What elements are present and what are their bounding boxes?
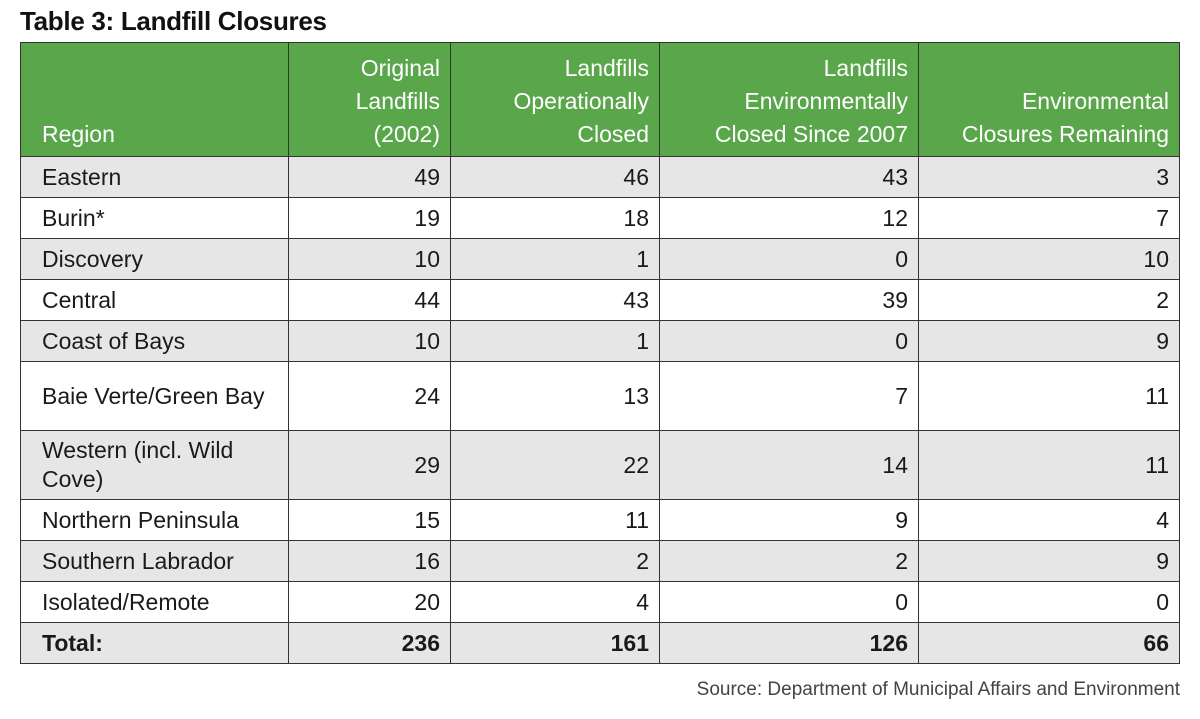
table-row: Baie Verte/Green Bay 24 13 7 11 xyxy=(20,361,1180,431)
table-header: Region Original Landfills (2002) Landfil… xyxy=(20,42,1180,157)
table-row: Isolated/Remote 20 4 0 0 xyxy=(20,581,1180,623)
cell-total-environmental: 126 xyxy=(659,622,919,664)
landfill-closures-table: Region Original Landfills (2002) Landfil… xyxy=(20,42,1180,664)
table-body: Eastern 49 46 43 3 Burin* 19 18 12 7 Dis… xyxy=(20,156,1180,664)
header-original-line: Landfills xyxy=(355,88,440,114)
source-note: Source: Department of Municipal Affairs … xyxy=(696,679,1180,700)
cell-operational: 1 xyxy=(450,238,660,280)
header-environmental: Landfills Environmentally Closed Since 2… xyxy=(659,42,919,157)
cell-region: Coast of Bays xyxy=(20,320,289,362)
cell-region: Baie Verte/Green Bay xyxy=(20,361,289,431)
cell-environmental: 2 xyxy=(659,540,919,582)
cell-environmental: 7 xyxy=(659,361,919,431)
table-row: Discovery 10 1 0 10 xyxy=(20,238,1180,280)
cell-region: Burin* xyxy=(20,197,289,239)
header-original-line: Original xyxy=(360,55,440,81)
cell-remaining: 0 xyxy=(918,581,1180,623)
table-row: Western (incl. Wild Cove) 29 22 14 11 xyxy=(20,430,1180,500)
cell-original: 16 xyxy=(288,540,451,582)
cell-operational: 46 xyxy=(450,156,660,198)
cell-region: Eastern xyxy=(20,156,289,198)
cell-operational: 11 xyxy=(450,499,660,541)
cell-environmental: 43 xyxy=(659,156,919,198)
cell-remaining: 10 xyxy=(918,238,1180,280)
cell-remaining: 11 xyxy=(918,430,1180,500)
cell-original: 10 xyxy=(288,238,451,280)
header-region: Region xyxy=(20,42,289,157)
cell-region: Southern Labrador xyxy=(20,540,289,582)
cell-original: 49 xyxy=(288,156,451,198)
cell-region: Isolated/Remote xyxy=(20,581,289,623)
table-row: Central 44 43 39 2 xyxy=(20,279,1180,321)
cell-environmental: 39 xyxy=(659,279,919,321)
cell-operational: 13 xyxy=(450,361,660,431)
header-region-label: Region xyxy=(42,121,115,147)
cell-operational: 1 xyxy=(450,320,660,362)
table-row: Burin* 19 18 12 7 xyxy=(20,197,1180,239)
header-remaining-line: Environmental xyxy=(1021,88,1169,114)
cell-environmental: 14 xyxy=(659,430,919,500)
cell-remaining: 9 xyxy=(918,320,1180,362)
cell-original: 19 xyxy=(288,197,451,239)
header-environmental-line: Landfills xyxy=(823,55,908,81)
cell-original: 44 xyxy=(288,279,451,321)
cell-total-label: Total: xyxy=(20,622,289,664)
cell-total-original: 236 xyxy=(288,622,451,664)
cell-original: 20 xyxy=(288,581,451,623)
table-row: Coast of Bays 10 1 0 9 xyxy=(20,320,1180,362)
total-row: Total: 236 161 126 66 xyxy=(20,622,1180,664)
table-title: Table 3: Landfill Closures xyxy=(20,6,327,36)
cell-original: 15 xyxy=(288,499,451,541)
header-original: Original Landfills (2002) xyxy=(288,42,451,157)
cell-original: 29 xyxy=(288,430,451,500)
header-operational-line: Closed xyxy=(577,121,649,147)
cell-environmental: 0 xyxy=(659,320,919,362)
cell-region: Western (incl. Wild Cove) xyxy=(20,430,289,500)
table-row: Southern Labrador 16 2 2 9 xyxy=(20,540,1180,582)
header-row: Region Original Landfills (2002) Landfil… xyxy=(20,42,1180,157)
cell-environmental: 12 xyxy=(659,197,919,239)
cell-operational: 22 xyxy=(450,430,660,500)
cell-region: Central xyxy=(20,279,289,321)
header-remaining: Environmental Closures Remaining xyxy=(918,42,1180,157)
cell-remaining: 2 xyxy=(918,279,1180,321)
cell-operational: 18 xyxy=(450,197,660,239)
cell-remaining: 3 xyxy=(918,156,1180,198)
cell-region: Discovery xyxy=(20,238,289,280)
cell-environmental: 0 xyxy=(659,581,919,623)
cell-remaining: 4 xyxy=(918,499,1180,541)
cell-total-remaining: 66 xyxy=(918,622,1180,664)
cell-operational: 4 xyxy=(450,581,660,623)
cell-operational: 2 xyxy=(450,540,660,582)
header-operational: Landfills Operationally Closed xyxy=(450,42,660,157)
header-environmental-line: Environmentally xyxy=(744,88,908,114)
cell-remaining: 7 xyxy=(918,197,1180,239)
cell-environmental: 0 xyxy=(659,238,919,280)
header-operational-line: Operationally xyxy=(513,88,649,114)
header-remaining-line: Closures Remaining xyxy=(961,121,1169,147)
header-environmental-line: Closed Since 2007 xyxy=(714,121,908,147)
cell-original: 24 xyxy=(288,361,451,431)
table-row: Northern Peninsula 15 11 9 4 xyxy=(20,499,1180,541)
cell-original: 10 xyxy=(288,320,451,362)
cell-operational: 43 xyxy=(450,279,660,321)
table-row: Eastern 49 46 43 3 xyxy=(20,156,1180,198)
header-original-line: (2002) xyxy=(373,121,440,147)
cell-remaining: 11 xyxy=(918,361,1180,431)
cell-environmental: 9 xyxy=(659,499,919,541)
cell-region: Northern Peninsula xyxy=(20,499,289,541)
cell-total-operational: 161 xyxy=(450,622,660,664)
cell-remaining: 9 xyxy=(918,540,1180,582)
header-operational-line: Landfills xyxy=(564,55,649,81)
